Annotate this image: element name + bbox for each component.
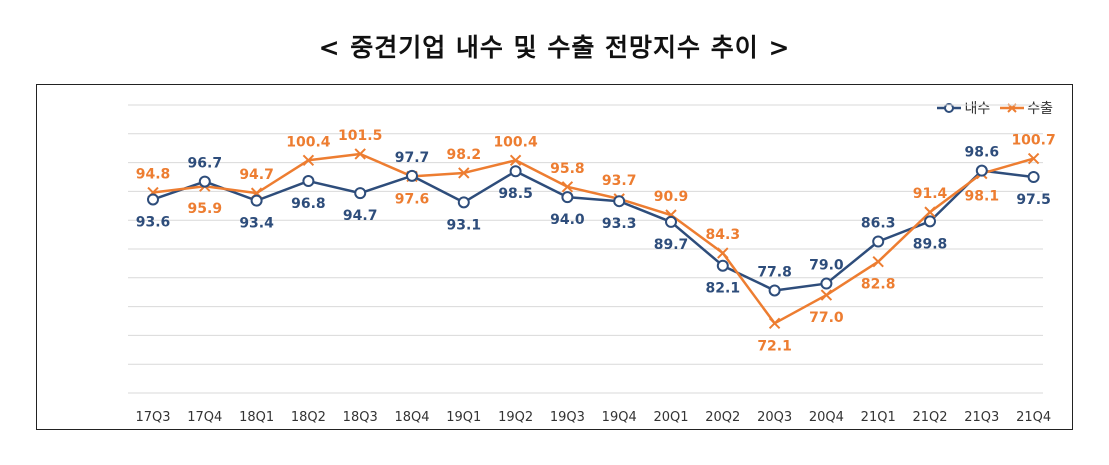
data-point-domestic [147,193,159,206]
data-point-domestic [924,215,936,228]
x-tick-label: 17Q4 [187,410,222,425]
x-tick-label: 19Q4 [602,410,637,425]
data-point-export [717,247,729,259]
data-point-domestic [302,175,315,188]
data-label-domestic: 93.6 [136,214,171,230]
data-label-domestic: 97.5 [1016,192,1051,208]
data-point-domestic [768,284,781,297]
x-tick-label: 20Q4 [809,410,844,425]
x-tick-label: 19Q2 [498,410,533,425]
data-label-domestic: 94.7 [343,208,378,224]
data-label-export: 77.0 [809,310,844,326]
data-point-domestic [406,169,418,182]
data-point-export [820,289,833,301]
data-label-domestic: 94.0 [550,212,585,228]
data-label-export: 97.6 [395,191,430,207]
x-tick-label: 20Q1 [653,410,688,425]
data-point-export [509,154,522,167]
data-point-domestic [561,191,574,204]
data-point-export [768,317,781,330]
series-line-export [152,152,1034,325]
x-tick-label: 20Q3 [757,410,792,425]
data-label-export: 94.8 [136,167,171,183]
data-label-export: 98.1 [965,189,1000,205]
data-point-export [561,181,574,193]
data-label-domestic: 79.0 [809,258,844,274]
data-label-domestic: 86.3 [861,216,896,232]
x-tick-label: 21Q4 [1016,410,1051,425]
data-point-export [924,206,936,218]
x-tick-label: 18Q3 [343,410,378,425]
data-point-domestic [509,165,522,178]
data-label-domestic: 98.5 [498,186,533,202]
data-label-domestic: 89.8 [913,236,948,252]
data-point-domestic [820,277,833,290]
data-point-domestic [613,195,626,208]
data-label-export: 94.7 [239,167,274,183]
data-point-domestic [250,194,263,207]
data-label-export: 101.5 [338,128,382,144]
x-tick-label: 21Q1 [861,410,896,425]
x-tick-label: 17Q3 [135,410,170,425]
data-label-export: 82.8 [861,277,896,293]
data-point-export [458,167,470,179]
data-label-export: 91.4 [913,186,948,202]
data-label-domestic: 98.6 [965,145,1000,161]
data-point-export [872,255,884,268]
data-label-export: 93.7 [602,173,637,189]
data-label-export: 90.9 [654,189,689,205]
legend-marker-domestic [937,103,962,113]
data-point-export [354,148,366,160]
data-label-export: 95.8 [550,161,585,177]
data-label-domestic: 93.3 [602,216,637,232]
series-line-domestic [152,169,1034,292]
data-point-domestic [872,235,885,248]
x-tick-label: 19Q3 [550,410,585,425]
data-label-export: 98.2 [447,147,482,163]
data-point-domestic [716,259,729,272]
data-label-export: 72.1 [757,338,792,354]
x-tick-label: 21Q2 [912,410,947,425]
data-point-domestic [1027,171,1040,183]
data-label-domestic: 96.7 [188,156,223,172]
data-label-export: 100.4 [493,134,538,150]
data-label-domestic: 93.4 [239,216,274,232]
x-tick-label: 18Q1 [239,410,274,425]
data-label-domestic: 89.7 [654,237,689,253]
data-point-domestic [457,196,470,209]
data-point-domestic [198,175,211,188]
x-tick-label: 19Q1 [446,410,481,425]
x-tick-label: 20Q2 [705,410,740,425]
x-tick-label: 21Q3 [964,410,999,425]
data-label-export: 100.4 [286,134,331,150]
data-label-domestic: 96.8 [291,196,326,212]
data-label-domestic: 97.7 [395,150,430,166]
chart-title: < 중견기업 내수 및 수출 전망지수 추이 > [318,33,791,62]
data-point-export [1027,152,1040,165]
data-point-domestic [665,215,677,228]
chart-frame [36,84,1073,430]
data-label-domestic: 82.1 [706,281,741,297]
data-label-export: 84.3 [706,227,741,243]
x-tick-label: 18Q2 [291,410,326,425]
x-tick-label: 18Q4 [394,410,429,425]
data-label-export: 95.9 [188,201,223,217]
data-label-domestic: 77.8 [757,264,792,280]
data-point-domestic [975,164,988,177]
data-label-domestic: 93.1 [447,217,482,233]
data-label-export: 100.7 [1011,133,1055,149]
data-point-export [302,154,315,167]
data-point-domestic [354,187,367,200]
